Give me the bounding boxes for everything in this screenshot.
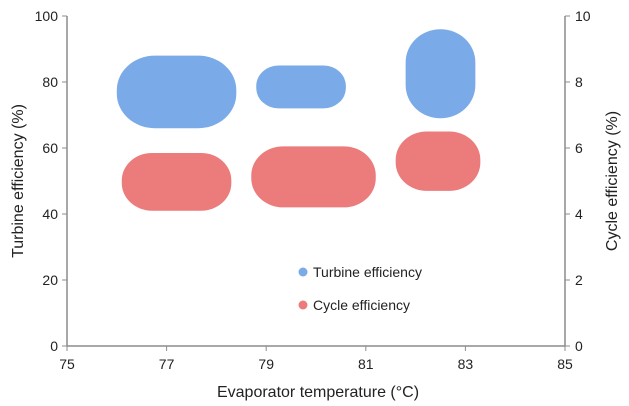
y-right-tick-label: 8 <box>575 74 583 90</box>
y-right-tick-label: 6 <box>575 140 583 156</box>
x-tick-label: 75 <box>59 356 75 372</box>
x-tick-label: 79 <box>258 356 274 372</box>
x-tick-label: 83 <box>458 356 474 372</box>
y-right-tick-label: 10 <box>575 8 591 24</box>
y-left-tick-label: 80 <box>42 74 58 90</box>
x-axis-title: Evaporator temperature (°C) <box>217 384 419 401</box>
cycle-efficiency-region-1 <box>121 152 232 211</box>
cycle-efficiency-region-3 <box>395 131 481 191</box>
y-axis-left-title: Turbine efficiency (%) <box>10 104 27 258</box>
y-axis-right-title: Cycle efficiency (%) <box>604 111 621 251</box>
y-left-tick-label: 60 <box>42 140 58 156</box>
x-tick-label: 81 <box>358 356 374 372</box>
y-right-tick-label: 4 <box>575 206 583 222</box>
legend-marker-cycle-efficiency <box>298 300 308 310</box>
cycle-efficiency-region-2 <box>251 146 376 208</box>
legend: Turbine efficiency Cycle efficiency <box>298 264 422 313</box>
data-regions <box>116 29 481 211</box>
legend-label-turbine-efficiency: Turbine efficiency <box>313 264 422 280</box>
y-left-tick-label: 40 <box>42 206 58 222</box>
y-right-tick-label: 0 <box>575 338 583 354</box>
turbine-efficiency-region-2 <box>256 65 346 109</box>
turbine-efficiency-region-3 <box>405 29 476 119</box>
y-left-tick-label: 20 <box>42 272 58 288</box>
legend-label-cycle-efficiency: Cycle efficiency <box>313 297 410 313</box>
y-left-tick-label: 0 <box>50 338 58 354</box>
y-left-tick-label: 100 <box>35 8 59 24</box>
x-tick-label: 77 <box>159 356 175 372</box>
y-right-tick-label: 2 <box>575 272 583 288</box>
legend-marker-turbine-efficiency <box>298 267 308 277</box>
x-tick-label: 85 <box>557 356 573 372</box>
turbine-efficiency-region-1 <box>116 55 237 129</box>
